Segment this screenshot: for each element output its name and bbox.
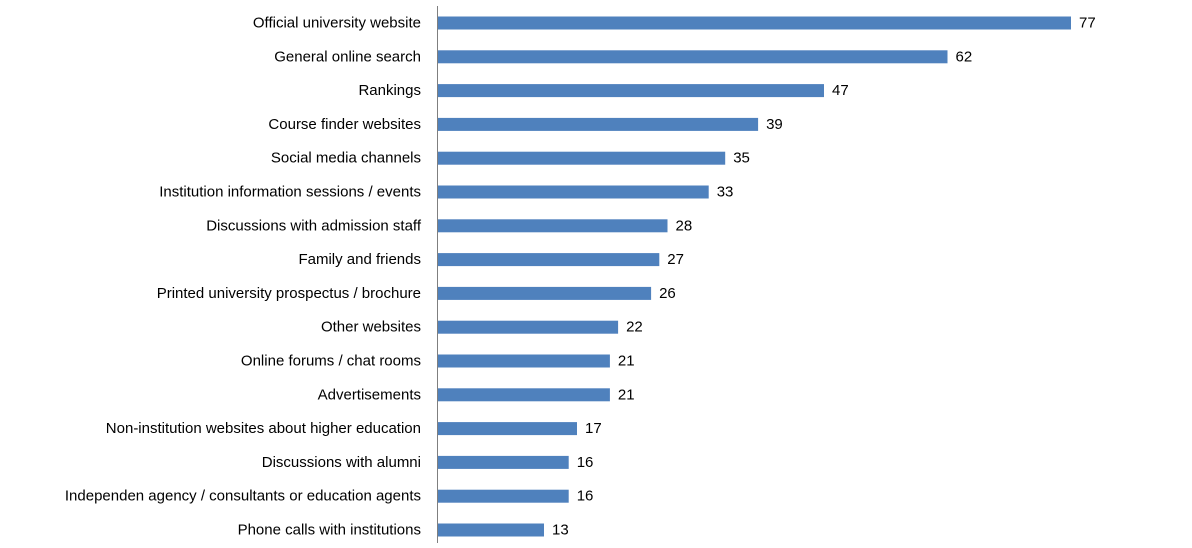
value-label: 28 (676, 217, 693, 234)
bar (437, 253, 660, 267)
category-label: Institution information sessions / event… (159, 184, 421, 201)
bar (437, 523, 544, 537)
category-label: General online search (274, 48, 421, 65)
value-label: 13 (552, 522, 569, 539)
category-label: Family and friends (298, 251, 421, 268)
bar (437, 16, 1071, 30)
category-label: Online forums / chat rooms (241, 353, 421, 370)
value-label: 16 (577, 488, 594, 505)
category-label: Social media channels (271, 150, 421, 167)
bars-group (437, 16, 1071, 537)
value-label: 39 (766, 116, 783, 133)
category-label: Printed university prospectus / brochure (157, 285, 421, 302)
value-label: 21 (618, 353, 635, 370)
bar (437, 422, 577, 436)
value-label: 26 (659, 285, 676, 302)
bar (437, 455, 569, 469)
data-labels: 77 62 47 39 35 33 28 27 26 22 21 21 17 16 16 13 (552, 15, 1096, 539)
bar (437, 117, 759, 131)
category-label: Discussions with admission staff (206, 217, 422, 234)
category-label: Advertisements (318, 386, 421, 403)
category-label: Official university website (253, 15, 421, 32)
bar (437, 84, 824, 98)
bar (437, 50, 948, 64)
value-label: 27 (667, 251, 684, 268)
bar (437, 219, 668, 233)
category-label: Course finder websites (268, 116, 421, 133)
bar (437, 185, 709, 199)
bar (437, 388, 610, 402)
bar (437, 320, 619, 334)
value-label: 35 (733, 150, 750, 167)
category-label: Non-institution websites about higher ed… (106, 420, 421, 437)
category-label: Other websites (321, 319, 421, 336)
bar (437, 354, 610, 368)
value-label: 21 (618, 386, 635, 403)
value-label: 16 (577, 454, 594, 471)
value-label: 47 (832, 82, 849, 99)
value-label: 62 (956, 48, 973, 65)
category-label: Discussions with alumni (262, 454, 421, 471)
bar (437, 489, 569, 503)
value-label: 22 (626, 319, 643, 336)
value-label: 17 (585, 420, 602, 437)
bar (437, 151, 726, 165)
value-label: 77 (1079, 15, 1096, 32)
category-labels: Official university website General onlin… (65, 15, 422, 539)
category-label: Independen agency / consultants or educa… (65, 488, 421, 505)
bar (437, 286, 652, 300)
value-label: 33 (717, 184, 734, 201)
category-label: Phone calls with institutions (238, 522, 421, 539)
category-label: Rankings (358, 82, 421, 99)
